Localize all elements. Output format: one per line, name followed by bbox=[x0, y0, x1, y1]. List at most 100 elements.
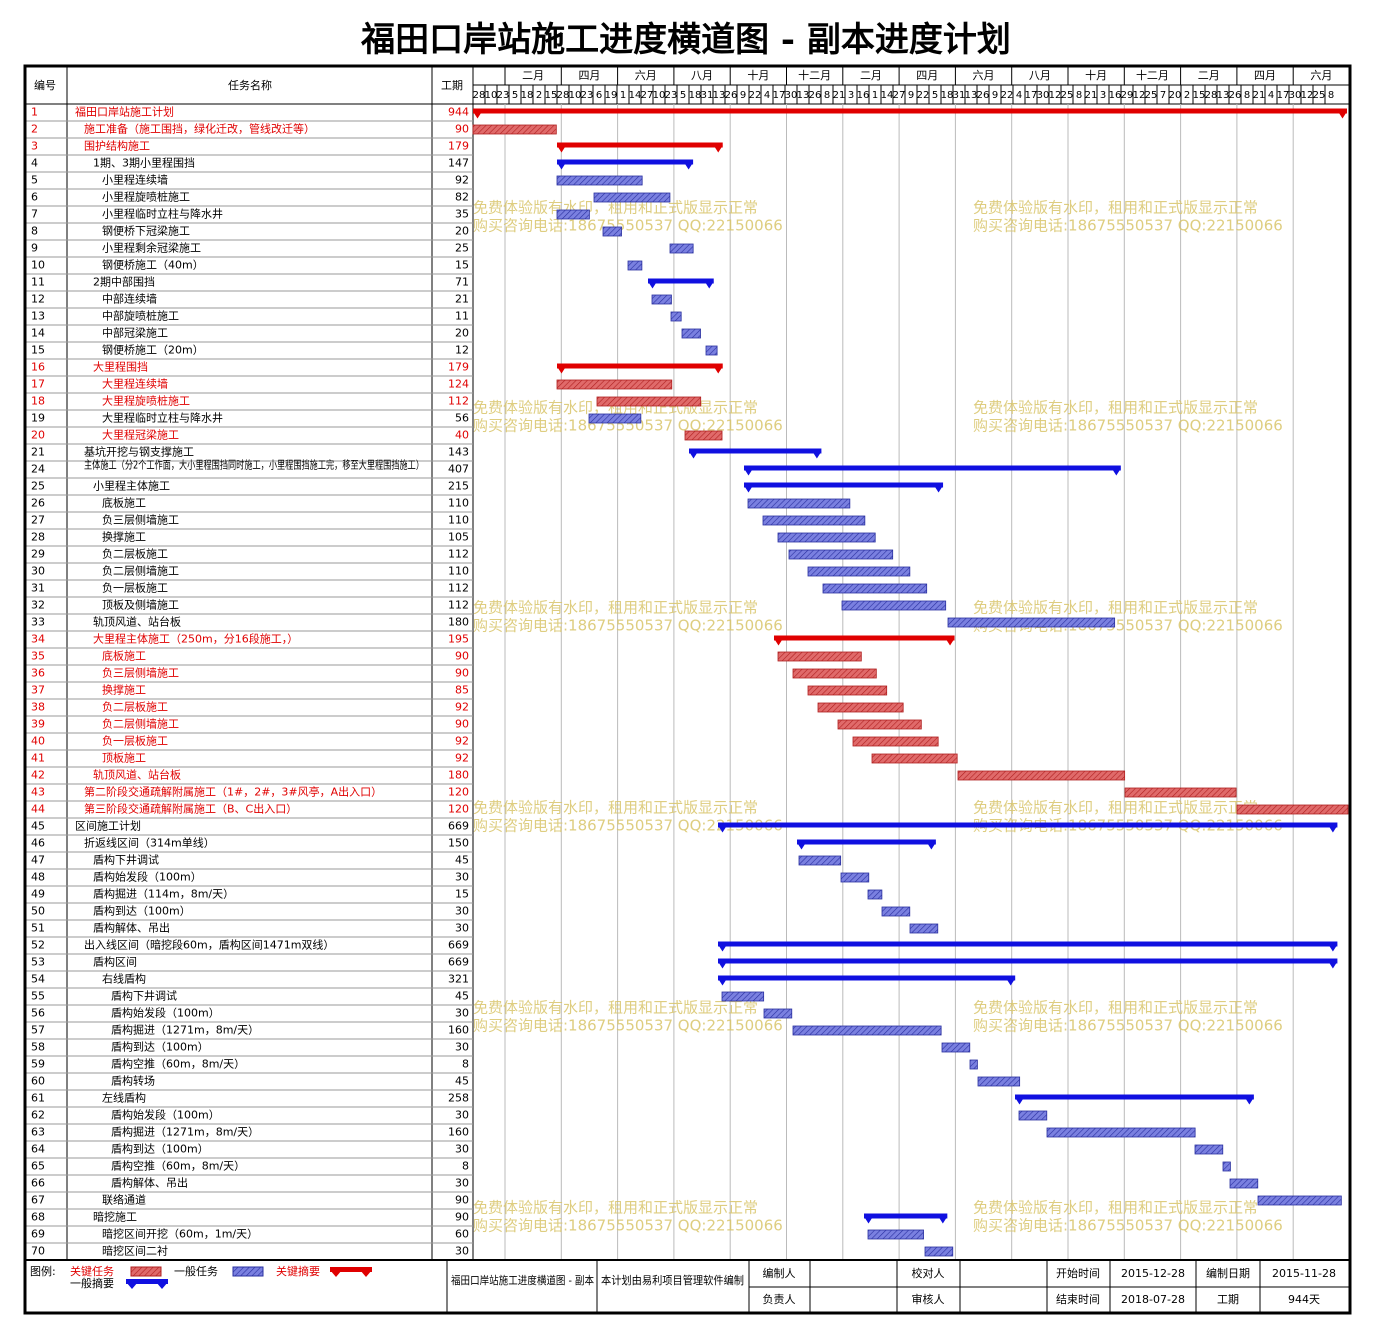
day-label: 5 bbox=[932, 90, 938, 101]
task-name: 盾构下井调试 bbox=[93, 853, 159, 867]
task-duration: 669 bbox=[448, 939, 469, 952]
day-label: 14 bbox=[629, 90, 642, 101]
day-label: 31 bbox=[953, 90, 966, 101]
task-duration: 112 bbox=[448, 395, 469, 408]
row-id: 68 bbox=[31, 1211, 45, 1224]
task-duration: 8 bbox=[462, 1058, 469, 1071]
task-bar bbox=[762, 515, 866, 526]
row-id: 9 bbox=[31, 242, 38, 255]
task-duration: 120 bbox=[448, 786, 469, 799]
task-bar bbox=[1194, 1144, 1224, 1155]
day-label: 8 bbox=[1328, 90, 1334, 101]
task-name: 盾构空推（60m，8m/天） bbox=[111, 1057, 245, 1071]
day-label: 5 bbox=[512, 90, 518, 101]
task-bar bbox=[817, 702, 904, 713]
task-duration: 85 bbox=[455, 684, 469, 697]
task-name: 顶板施工 bbox=[102, 751, 146, 765]
day-label: 5 bbox=[680, 90, 686, 101]
task-name: 折返线区间（314m单线） bbox=[84, 836, 215, 850]
task-name: 大里程旋喷桩施工 bbox=[102, 394, 190, 408]
month-label: 十月 bbox=[747, 68, 769, 82]
task-name: 负二层侧墙施工 bbox=[102, 564, 179, 578]
task-duration: 15 bbox=[455, 888, 469, 901]
month-label: 六月 bbox=[635, 69, 657, 82]
task-duration: 92 bbox=[455, 752, 469, 765]
task-bar bbox=[852, 736, 939, 747]
task-bar bbox=[881, 906, 911, 917]
task-name: 钢便桥施工（40m） bbox=[102, 259, 204, 272]
task-name: 负一层板施工 bbox=[102, 734, 168, 748]
task-duration: 669 bbox=[448, 820, 469, 833]
row-id: 4 bbox=[31, 157, 38, 170]
footer-label: 校对人 bbox=[912, 1266, 945, 1280]
task-duration: 45 bbox=[455, 1075, 469, 1088]
day-label: 30 bbox=[785, 90, 798, 101]
task-duration: 25 bbox=[455, 242, 469, 255]
day-label: 20 bbox=[1169, 90, 1182, 101]
task-duration: 90 bbox=[455, 667, 469, 680]
row-id: 51 bbox=[31, 922, 45, 935]
footer-label: 编制人 bbox=[763, 1266, 796, 1280]
watermark: 免费体验版有水印，租用和正式版显示正常 bbox=[973, 399, 1258, 417]
day-label: 18 bbox=[941, 90, 954, 101]
row-id: 67 bbox=[31, 1194, 45, 1207]
watermark: 购买咨询电话:18675550537 QQ:22150066 bbox=[473, 817, 783, 835]
task-duration: 71 bbox=[455, 276, 469, 289]
watermark: 购买咨询电话:18675550537 QQ:22150066 bbox=[473, 1017, 783, 1035]
task-duration: 30 bbox=[455, 1007, 469, 1020]
day-label: 13 bbox=[965, 90, 978, 101]
outer-border bbox=[23, 64, 1352, 1315]
task-bar bbox=[1046, 1127, 1196, 1138]
task-bar bbox=[941, 1042, 971, 1053]
watermark: 购买咨询电话:18675550537 QQ:22150066 bbox=[973, 417, 1283, 435]
footer-label: 结束时间 bbox=[1056, 1293, 1100, 1306]
row-id: 26 bbox=[31, 497, 45, 510]
row-id: 70 bbox=[31, 1245, 45, 1258]
task-bar bbox=[841, 600, 947, 611]
task-duration: 20 bbox=[455, 225, 469, 238]
row-id: 15 bbox=[31, 344, 45, 357]
watermark: 免费体验版有水印，租用和正式版显示正常 bbox=[973, 1199, 1258, 1217]
day-label: 23 bbox=[497, 90, 510, 101]
month-label: 六月 bbox=[973, 69, 995, 82]
task-name: 负二层板施工 bbox=[102, 547, 168, 561]
task-bar bbox=[947, 617, 1116, 628]
task-name: 盾构到达（100m） bbox=[111, 1040, 209, 1054]
task-name: 基坑开挖与钢支撑施工 bbox=[84, 445, 194, 459]
month-label: 四月 bbox=[1254, 69, 1276, 82]
task-duration: 30 bbox=[455, 1109, 469, 1122]
task-name: 第二阶段交通疏解附属施工（1#，2#，3#风亭，A出入口） bbox=[84, 785, 382, 799]
task-duration: 92 bbox=[455, 174, 469, 187]
footer-value: 2015-11-28 bbox=[1272, 1267, 1336, 1280]
month-label: 二月 bbox=[522, 69, 544, 82]
task-bar bbox=[472, 124, 557, 135]
task-name: 换撑施工 bbox=[102, 530, 146, 544]
task-duration: 179 bbox=[448, 140, 469, 153]
day-label: 13 bbox=[1217, 90, 1230, 101]
watermark: 免费体验版有水印，租用和正式版显示正常 bbox=[473, 599, 758, 617]
day-label: 22 bbox=[917, 90, 930, 101]
task-duration: 92 bbox=[455, 735, 469, 748]
legend-item: 关键任务 bbox=[70, 1264, 114, 1278]
task-name: 暗挖施工 bbox=[93, 1210, 137, 1224]
day-label: 26 bbox=[977, 90, 990, 101]
task-duration: 160 bbox=[448, 1024, 469, 1037]
task-bar bbox=[777, 651, 862, 662]
task-bar bbox=[798, 855, 842, 866]
day-label: 9 bbox=[908, 90, 914, 101]
day-label: 28 bbox=[1205, 90, 1218, 101]
day-label: 17 bbox=[773, 90, 786, 101]
day-label: 30 bbox=[1037, 90, 1050, 101]
row-id: 5 bbox=[31, 174, 38, 187]
task-name: 大里程连续墙 bbox=[102, 377, 168, 391]
month-label: 十二月 bbox=[798, 68, 831, 82]
watermark: 购买咨询电话:18675550537 QQ:22150066 bbox=[473, 617, 783, 635]
day-label: 14 bbox=[881, 90, 894, 101]
task-bar bbox=[602, 226, 622, 237]
task-name: 2期中部围挡 bbox=[93, 275, 155, 289]
day-label: 8 bbox=[1244, 90, 1250, 101]
task-duration: 30 bbox=[455, 871, 469, 884]
task-bar bbox=[1236, 804, 1349, 815]
row-id: 35 bbox=[31, 650, 45, 663]
